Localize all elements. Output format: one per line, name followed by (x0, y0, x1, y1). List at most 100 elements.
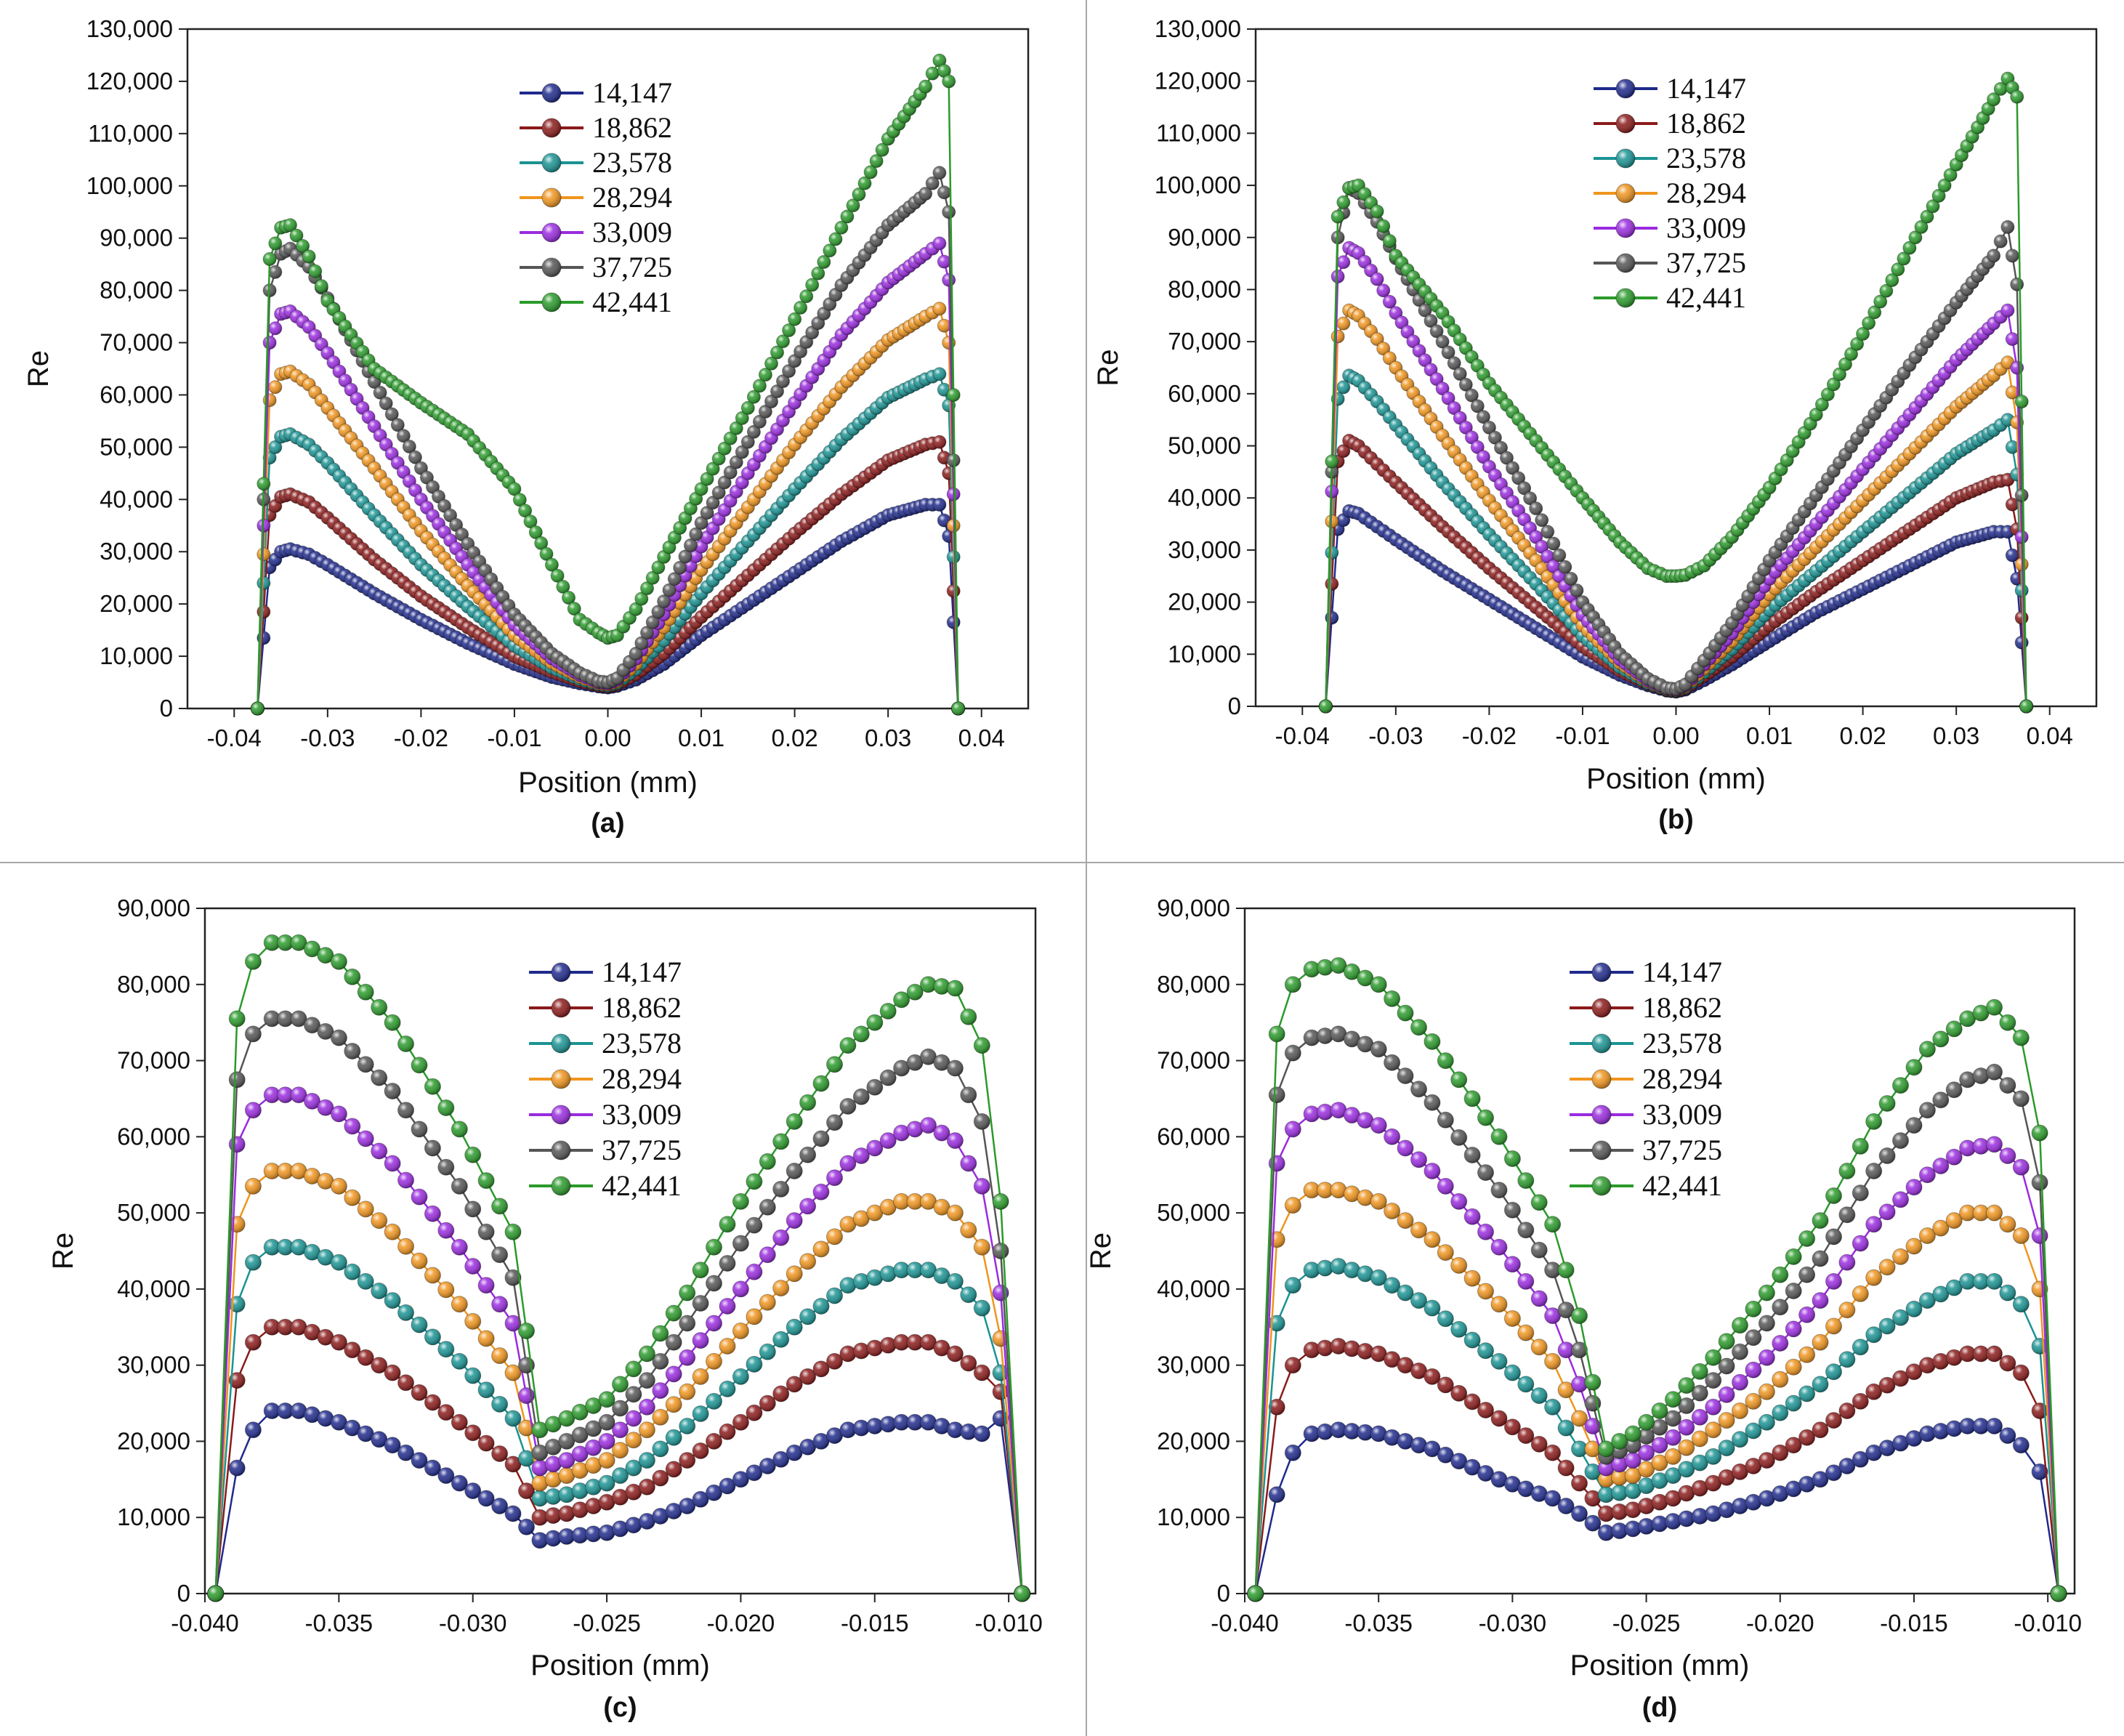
data-point-highlight (331, 1254, 347, 1271)
x-tick-label: 0.01 (1746, 722, 1793, 749)
data-point-highlight (1424, 1300, 1440, 1317)
data-point-highlight (937, 64, 951, 78)
data-point-highlight (599, 1391, 615, 1408)
data-point-highlight (296, 239, 310, 253)
data-point-highlight (799, 289, 813, 303)
data-point-highlight (811, 267, 825, 280)
data-point-highlight (397, 429, 411, 443)
panel-label: (a) (591, 808, 624, 839)
y-tick-label: 50,000 (1168, 432, 1241, 459)
data-point-highlight (432, 490, 445, 504)
data-point-highlight (2015, 488, 2029, 502)
data-point-highlight (942, 273, 956, 287)
data-point-highlight (794, 344, 807, 358)
x-tick-label: -0.030 (439, 1610, 507, 1636)
data-point-highlight (478, 1435, 495, 1452)
data-point-highlight (411, 1189, 427, 1206)
data-point-highlight (700, 472, 714, 485)
data-point-highlight (1285, 1445, 1301, 1461)
data-point-highlight (634, 637, 648, 650)
data-point-highlight (813, 1184, 829, 1200)
y-axis-title: Re (47, 1232, 79, 1269)
y-tick-label: 130,000 (1155, 15, 1241, 42)
data-point-highlight (263, 252, 277, 266)
y-tick-label: 10,000 (117, 1503, 190, 1530)
data-point-highlight (1504, 1365, 1521, 1381)
data-point-highlight (1558, 560, 1572, 574)
data-point-highlight (518, 1519, 535, 1535)
data-point-highlight (826, 1056, 843, 1073)
data-point-highlight (847, 198, 860, 212)
data-point-highlight (663, 541, 676, 554)
data-point-highlight (932, 236, 946, 250)
data-point-highlight (937, 185, 951, 199)
data-point-highlight (229, 1071, 246, 1088)
data-point-highlight (464, 1313, 481, 1330)
legend-swatch-highlight (542, 223, 561, 242)
data-point-highlight (826, 1288, 843, 1304)
data-point-highlight (437, 1404, 454, 1421)
legend-swatch-highlight (1616, 219, 1635, 238)
data-point-highlight (735, 411, 749, 425)
data-point-highlight (245, 1421, 262, 1438)
data-point-highlight (679, 549, 692, 563)
data-point-highlight (478, 1172, 495, 1189)
data-point-highlight (1331, 210, 1345, 224)
data-point-highlight (673, 521, 687, 535)
x-tick-label: -0.01 (1555, 722, 1610, 749)
data-point-highlight (1798, 1386, 1815, 1402)
data-point-highlight (1558, 1460, 1575, 1477)
data-point-highlight (268, 321, 282, 335)
data-point-highlight (852, 187, 865, 201)
data-point-highlight (639, 1399, 655, 1416)
legend-label: 33,009 (602, 1098, 682, 1131)
data-point-highlight (794, 301, 807, 315)
data-point-highlight (1397, 1212, 1413, 1229)
data-point-highlight (880, 1003, 897, 1020)
legend-label: 37,725 (592, 251, 672, 283)
data-point-highlight (491, 1347, 508, 1364)
data-point-highlight (268, 380, 282, 394)
data-point-highlight (2013, 1365, 2030, 1381)
data-point-highlight (839, 1098, 856, 1115)
data-point-highlight (1986, 1273, 2003, 1290)
data-point-highlight (1584, 1515, 1601, 1532)
data-point-highlight (491, 1296, 508, 1312)
data-point-highlight (268, 265, 282, 279)
data-point-highlight (245, 1178, 262, 1195)
panel-label: (d) (1642, 1692, 1678, 1723)
data-point-highlight (1376, 219, 1390, 233)
data-point-highlight (646, 571, 660, 585)
data-point-highlight (478, 1277, 495, 1293)
legend-label: 18,862 (602, 991, 682, 1024)
data-point-highlight (926, 177, 940, 190)
legend-label: 42,441 (1666, 281, 1746, 314)
data-point-highlight (759, 1344, 776, 1360)
data-point-highlight (1544, 1399, 1561, 1416)
y-tick-label: 50,000 (1157, 1199, 1230, 1226)
data-point-highlight (813, 1240, 829, 1257)
data-point-highlight (663, 584, 676, 597)
y-tick-label: 110,000 (88, 120, 173, 147)
data-point-highlight (732, 1235, 749, 1251)
data-point-highlight (657, 550, 671, 564)
data-point-highlight (747, 425, 761, 439)
data-point-highlight (331, 1178, 347, 1195)
y-tick-label: 100,000 (1155, 171, 1241, 198)
legend-swatch-highlight (552, 1034, 570, 1053)
data-point-highlight (344, 1043, 360, 1059)
data-point-highlight (344, 1190, 360, 1206)
data-point-highlight (1987, 249, 2000, 262)
data-point-highlight (1325, 546, 1338, 560)
data-point-highlight (826, 1114, 843, 1131)
data-point-highlight (358, 984, 374, 1001)
y-tick-label: 40,000 (117, 1275, 190, 1302)
y-tick-label: 90,000 (117, 895, 190, 921)
data-point-highlight (974, 1037, 990, 1054)
data-point-highlight (817, 255, 831, 269)
data-point-highlight (788, 354, 801, 368)
x-tick-label: -0.02 (1462, 722, 1517, 749)
data-point-highlight (974, 1239, 990, 1256)
x-tick-label: 0.03 (1933, 722, 1979, 749)
x-tick-label: -0.020 (1746, 1610, 1814, 1636)
